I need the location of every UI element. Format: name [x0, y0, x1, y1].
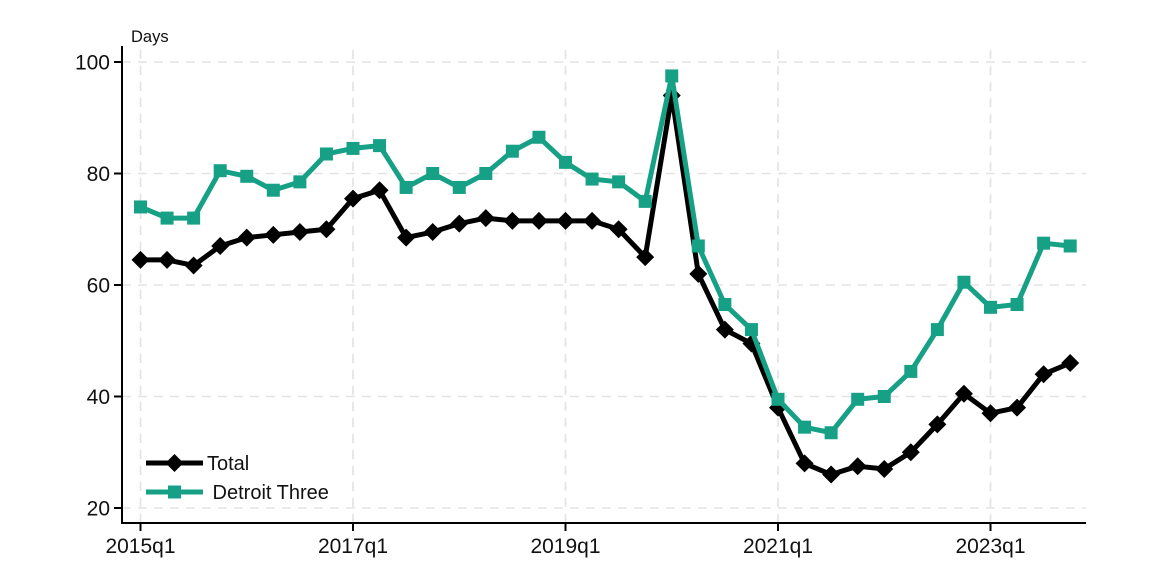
data-point-detroit-three-2021q2 — [798, 420, 812, 434]
data-point-total-2015q2 — [158, 250, 177, 269]
data-point-detroit-three-2018q2 — [479, 167, 493, 180]
data-point-detroit-three-2021q3 — [824, 426, 838, 440]
data-point-total-2023q1 — [981, 404, 1000, 423]
data-point-detroit-three-2023q2 — [1010, 298, 1024, 312]
data-point-detroit-three-2021q1 — [771, 392, 785, 406]
legend-item-total: Total — [146, 453, 249, 475]
data-point-detroit-three-2023q4 — [1063, 239, 1077, 253]
data-point-detroit-three-2018q3 — [505, 144, 519, 158]
data-point-detroit-three-2019q2 — [585, 172, 599, 186]
data-point-detroit-three-2015q2 — [160, 211, 174, 225]
data-point-detroit-three-2019q4 — [638, 194, 652, 208]
data-point-total-2022q1 — [875, 459, 894, 478]
data-point-total-2018q3 — [503, 211, 522, 230]
data-point-total-2015q3 — [184, 256, 203, 275]
data-point-detroit-three-2017q4 — [426, 167, 440, 180]
data-point-detroit-three-2017q2 — [373, 139, 387, 153]
data-point-detroit-three-2015q1 — [134, 200, 147, 214]
data-point-total-2019q4 — [636, 248, 655, 267]
data-point-total-2022q2 — [901, 443, 920, 462]
data-point-total-2023q3 — [1034, 365, 1053, 384]
data-point-detroit-three-2021q4 — [851, 392, 865, 406]
data-point-detroit-three-2017q3 — [399, 180, 413, 194]
legend: Total Detroit Three — [146, 453, 329, 504]
data-point-detroit-three-2022q4 — [957, 275, 971, 289]
data-point-detroit-three-2022q3 — [930, 323, 944, 337]
data-point-total-2022q4 — [954, 384, 973, 403]
data-point-detroit-three-2023q1 — [984, 300, 997, 314]
legend-marker-detroit-three — [168, 485, 181, 499]
data-point-total-2021q2 — [795, 454, 814, 473]
data-point-detroit-three-2016q3 — [293, 175, 307, 189]
data-point-detroit-three-2020q3 — [718, 298, 732, 312]
data-point-detroit-three-2018q1 — [452, 180, 466, 194]
data-point-total-2021q4 — [848, 457, 867, 476]
data-point-total-2016q4 — [317, 220, 336, 239]
legend-item-detroit-three: Detroit Three — [146, 482, 329, 504]
x-tick-label: 2023q1 — [955, 535, 1025, 558]
y-tick-label: 100 — [75, 51, 110, 74]
data-point-total-2021q3 — [822, 465, 841, 484]
data-point-detroit-three-2022q1 — [877, 390, 891, 403]
data-point-detroit-three-2022q2 — [904, 364, 918, 378]
axes: 20 40 60 80 100 2015q1 2017q1 2019q1 2021q1 2023q… — [75, 46, 1086, 558]
data-point-total-2018q2 — [476, 209, 495, 228]
data-point-detroit-three-2023q3 — [1037, 236, 1051, 250]
y-tick-label: 80 — [87, 163, 110, 186]
data-point-detroit-three-2015q4 — [213, 164, 227, 178]
legend-label-detroit-three: Detroit Three — [207, 482, 329, 504]
data-point-detroit-three-2018q4 — [532, 130, 546, 144]
data-point-detroit-three-2017q1 — [346, 141, 360, 155]
data-point-total-2018q4 — [529, 211, 548, 230]
data-point-total-2017q4 — [423, 223, 442, 242]
data-point-detroit-three-2020q2 — [691, 239, 705, 253]
data-point-detroit-three-2019q3 — [612, 175, 626, 189]
y-tick-label: 40 — [87, 386, 110, 409]
data-point-detroit-three-2020q4 — [744, 323, 758, 337]
legend-marker-total — [165, 454, 184, 472]
data-point-total-2020q3 — [715, 320, 734, 339]
data-point-total-2019q3 — [609, 220, 628, 239]
data-point-total-2016q3 — [290, 223, 309, 242]
y-tick-label: 60 — [87, 274, 110, 297]
y-axis-title: Days — [131, 28, 169, 46]
data-point-total-2017q2 — [370, 181, 389, 200]
data-point-total-2023q2 — [1008, 398, 1027, 417]
data-point-total-2016q2 — [264, 225, 283, 244]
x-tick-label: 2019q1 — [530, 535, 600, 558]
data-point-total-2019q2 — [583, 211, 602, 230]
legend-label-total: Total — [207, 453, 249, 475]
data-point-detroit-three-2019q1 — [559, 155, 572, 169]
data-point-total-2017q1 — [344, 189, 362, 208]
data-point-detroit-three-2016q2 — [266, 183, 280, 197]
series-detroit-three — [134, 69, 1077, 440]
data-point-detroit-three-2015q3 — [187, 211, 201, 225]
data-point-total-2022q3 — [928, 415, 947, 434]
data-point-total-2023q4 — [1061, 354, 1080, 373]
data-point-total-2015q1 — [131, 250, 150, 269]
data-point-total-2018q1 — [450, 214, 469, 233]
data-point-total-2016q1 — [237, 228, 256, 247]
gridlines — [122, 50, 1086, 523]
x-tick-label: 2015q1 — [105, 535, 175, 558]
data-point-detroit-three-2016q4 — [319, 147, 333, 161]
x-tick-label: 2021q1 — [743, 535, 813, 558]
x-tick-label: 2017q1 — [318, 535, 388, 558]
data-point-total-2017q3 — [397, 228, 416, 247]
data-point-total-2020q2 — [689, 264, 708, 283]
data-point-detroit-three-2016q1 — [240, 169, 254, 183]
y-tick-label: 20 — [87, 497, 110, 520]
data-point-detroit-three-2020q1 — [665, 69, 679, 83]
data-point-total-2019q1 — [556, 211, 575, 230]
data-point-total-2015q4 — [211, 236, 230, 255]
